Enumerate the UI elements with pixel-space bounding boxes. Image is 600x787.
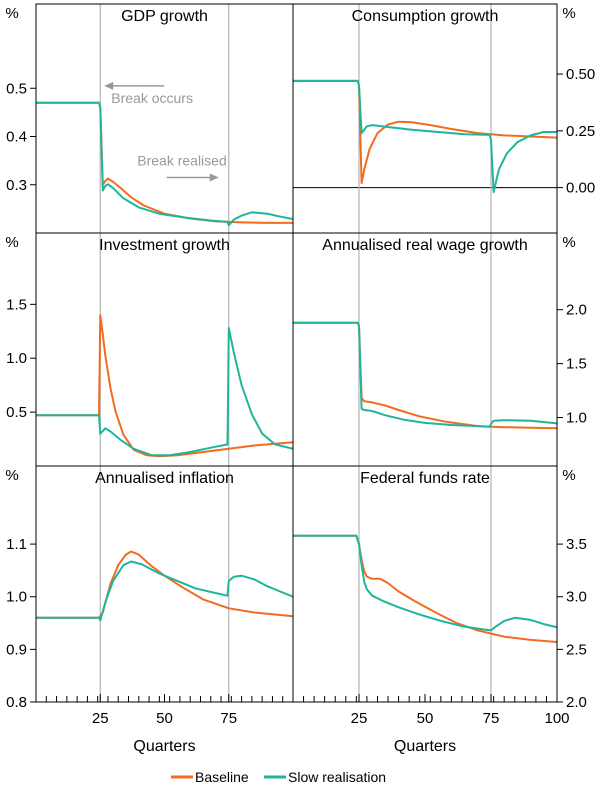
x-tick-label: 75 (483, 710, 500, 727)
x-tick-label: 50 (417, 710, 434, 727)
series-group (293, 321, 557, 430)
panel-title: Annualised inflation (95, 470, 234, 487)
chart-frame (35, 3, 558, 703)
annotation-arrow-head (209, 173, 219, 182)
y-unit-label: % (562, 467, 575, 484)
series-group (36, 314, 293, 458)
chart-panels: 0.3 0.4 0.5% GDP growth Break occurs Break re… (5, 4, 595, 711)
y-unit-label: % (562, 234, 575, 251)
x-axis-1: 25 50 75 Quarters (45, 694, 294, 755)
series-group (36, 101, 293, 227)
y-tick-label: 3.5 (566, 536, 587, 553)
panel-title: Annualised real wage growth (322, 237, 527, 254)
y-tick-label: 1.5 (6, 296, 27, 313)
panel-3: 0.5 1.0 1.5% Investment growth (5, 233, 293, 466)
series-line-baseline (36, 314, 293, 458)
annotation-text: Break realised (137, 153, 227, 169)
panel-1: 0.3 0.4 0.5% GDP growth Break occurs Break re… (5, 4, 293, 233)
series-group (293, 79, 557, 194)
y-tick-label: 1.0 (566, 410, 587, 427)
y-tick-label: 1.0 (6, 589, 27, 606)
x-axis-label: Quarters (394, 738, 456, 755)
y-tick-label: 1.0 (6, 350, 27, 367)
outer-frame (35, 3, 558, 703)
y-tick-label: 2.0 (566, 694, 587, 711)
panel-title: Consumption growth (352, 8, 499, 25)
series-line-slow-realisation (293, 79, 557, 194)
y-tick-label: 1.5 (566, 356, 587, 373)
legend-label: Baseline (195, 769, 249, 785)
x-tick-label: 25 (351, 710, 368, 727)
x-tick-label: 100 (544, 710, 569, 727)
annotation-break-occurs: Break occurs (104, 81, 193, 106)
panel-4: 1.0 1.5 2.0% Annualised real wage growth (293, 233, 587, 466)
y-unit-label: % (5, 5, 18, 22)
panel-title: GDP growth (121, 8, 208, 25)
y-tick-label: 1.1 (6, 536, 27, 553)
annotation-text: Break occurs (111, 90, 193, 106)
panel-title: Investment growth (99, 237, 230, 254)
y-unit-label: % (5, 234, 18, 251)
series-group (293, 534, 557, 643)
series-line-slow-realisation (36, 560, 293, 622)
x-axes: 25 50 75 Quarters 25 50 75 100 Quarters (45, 694, 570, 755)
series-line-slow-realisation (36, 327, 293, 457)
y-tick-label: 0.4 (6, 129, 27, 146)
annotation-arrow-head (104, 81, 114, 90)
legend-item-slow-realisation: Slow realisation (264, 769, 386, 785)
y-tick-label: 0.3 (6, 177, 27, 194)
panel-5: 0.8 0.9 1.0 1.1% Annualised inflation (5, 466, 293, 711)
series-line-baseline (293, 534, 557, 643)
legend-item-baseline: Baseline (171, 769, 249, 785)
y-tick-label: 0.25 (566, 123, 595, 140)
y-tick-label: 0.8 (6, 694, 27, 711)
y-tick-label: 0.9 (6, 641, 27, 658)
series-line-baseline (36, 550, 293, 619)
y-tick-label: 3.0 (566, 589, 587, 606)
y-tick-label: 0.5 (6, 80, 27, 97)
annotation-break-realised: Break realised (137, 153, 227, 182)
x-axis-2: 25 50 75 100 Quarters (303, 694, 570, 755)
y-tick-label: 0.5 (6, 404, 27, 421)
legend-label: Slow realisation (288, 769, 386, 785)
y-unit-label: % (5, 467, 18, 484)
x-tick-label: 25 (92, 710, 109, 727)
x-axis-label: Quarters (133, 738, 195, 755)
series-group (36, 550, 293, 622)
series-line-slow-realisation (293, 534, 557, 632)
y-tick-label: 2.5 (566, 641, 587, 658)
series-line-baseline (293, 321, 557, 430)
panel-title: Federal funds rate (360, 470, 490, 487)
y-tick-label: 2.0 (566, 302, 587, 319)
panel-2: 0.00 0.25 0.50% Consumption growth (293, 4, 595, 233)
series-line-slow-realisation (36, 101, 293, 227)
panel-6: 2.0 2.5 3.0 3.5% Federal funds rate (293, 466, 587, 711)
x-tick-label: 50 (156, 710, 173, 727)
series-line-slow-realisation (293, 321, 557, 428)
y-tick-label: 0.00 (566, 180, 595, 197)
y-unit-label: % (562, 5, 575, 22)
y-tick-label: 0.50 (566, 66, 595, 83)
series-line-baseline (293, 79, 557, 184)
x-tick-label: 75 (220, 710, 237, 727)
legend: Baseline Slow realisation (171, 769, 386, 785)
